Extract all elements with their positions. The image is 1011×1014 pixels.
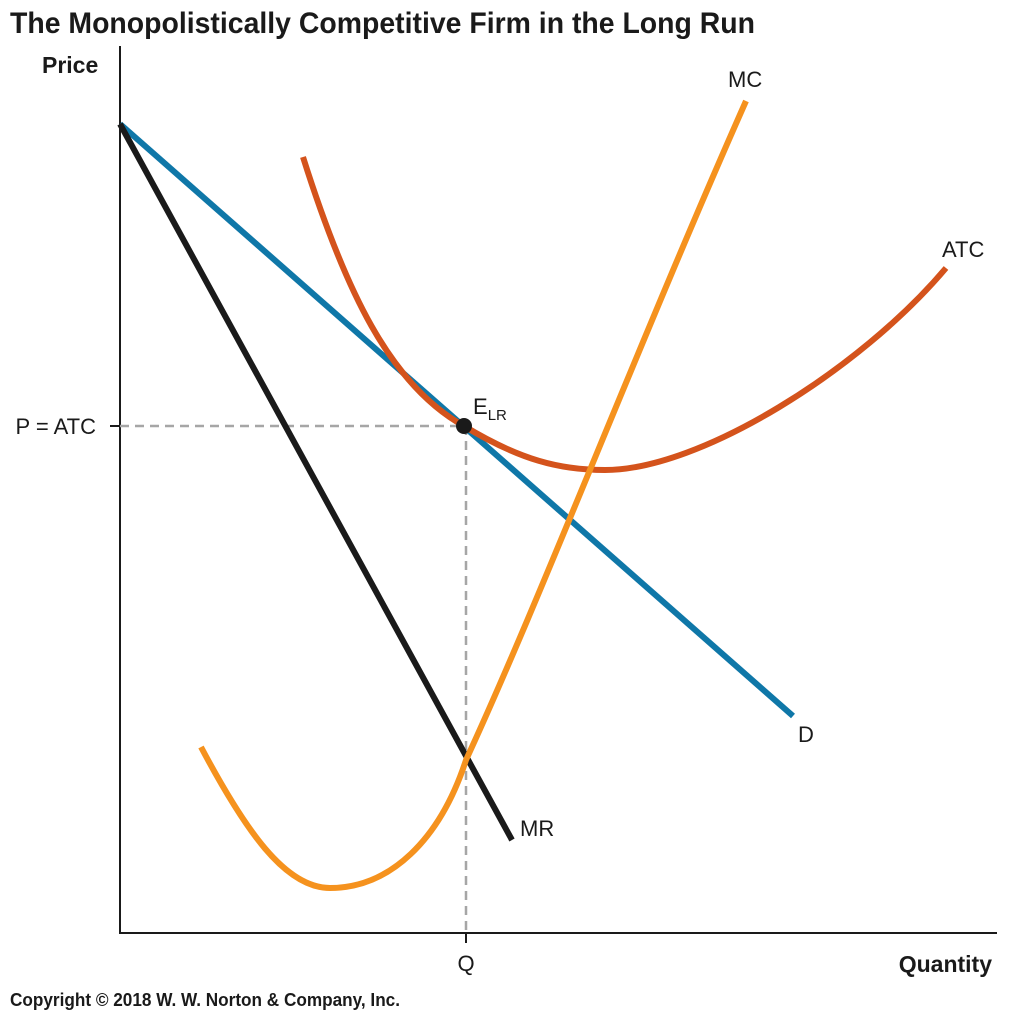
y-axis-title: Price <box>42 52 98 78</box>
equilibrium-label-subscript: LR <box>488 407 507 424</box>
mc-label: MC <box>728 67 762 92</box>
mr-curve <box>117 122 515 842</box>
equilibrium-label: ELR <box>473 394 507 424</box>
demand-label: D <box>798 722 814 747</box>
atc-label: ATC <box>942 237 984 262</box>
equilibrium-point <box>456 418 472 434</box>
atc-curve <box>300 156 949 474</box>
equilibrium-label-main: E <box>473 394 488 419</box>
x-axis-title: Quantity <box>899 951 992 977</box>
copyright-notice: Copyright © 2018 W. W. Norton & Company,… <box>10 990 400 1010</box>
mc-curve <box>198 99 749 892</box>
y-tick-label: P = ATC <box>15 414 96 439</box>
mr-label: MR <box>520 816 554 841</box>
x-tick-label: Q <box>457 951 474 976</box>
diagram-title: The Monopolistically Competitive Firm in… <box>10 7 755 40</box>
